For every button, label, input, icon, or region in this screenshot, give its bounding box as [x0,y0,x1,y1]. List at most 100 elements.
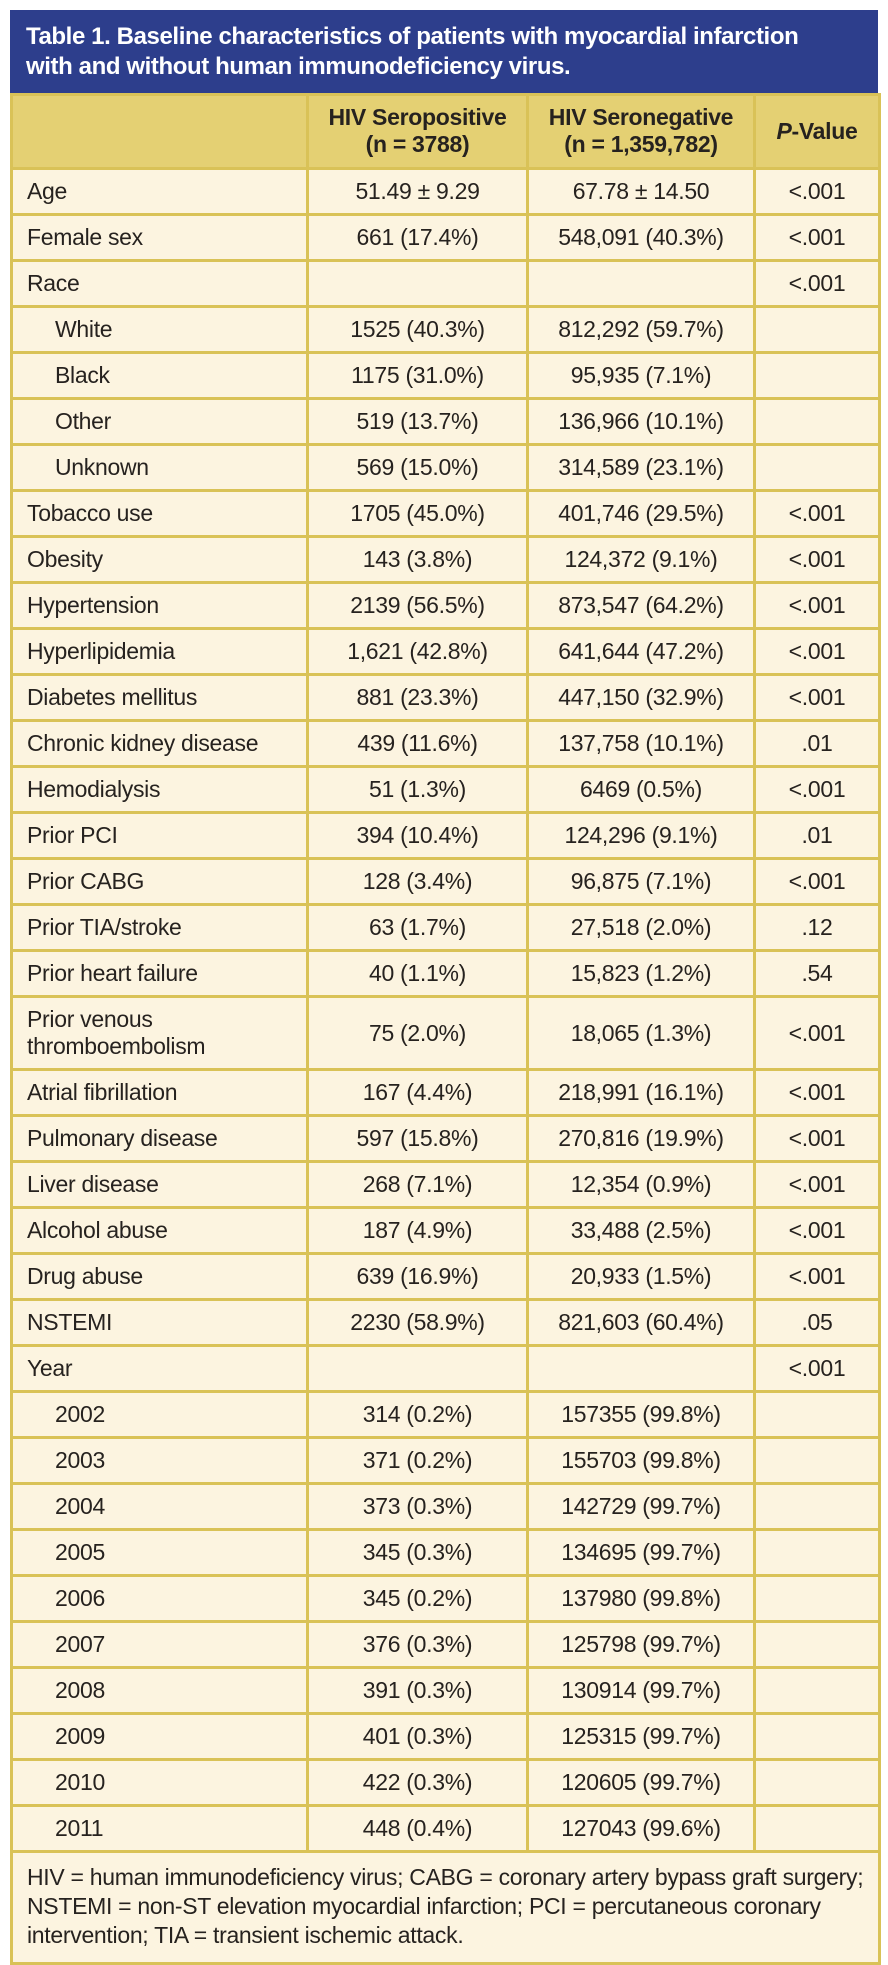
row-label: Obesity [10,535,309,584]
header-hiv-seronegative-n: (n = 1,359,782) [564,131,718,157]
seronegative-value: 18,065 (1.3%) [526,995,756,1071]
row-label: Year [10,1344,309,1393]
row-label: Alcohol abuse [10,1206,309,1255]
p-value: .54 [753,949,881,998]
table-row: Diabetes mellitus 881 (23.3%) 447,150 (32.… [10,673,881,722]
table-row: Atrial fibrillation 167 (4.4%) 218,991 (16… [10,1068,881,1117]
seropositive-value: 167 (4.4%) [306,1068,529,1117]
seronegative-value: 125315 (99.7%) [526,1712,756,1761]
row-label: NSTEMI [10,1298,309,1347]
seronegative-value: 124,372 (9.1%) [526,535,756,584]
seronegative-value: 821,603 (60.4%) [526,1298,756,1347]
seropositive-value: 40 (1.1%) [306,949,529,998]
row-label: Prior heart failure [10,949,309,998]
p-value [753,1482,881,1531]
table-row: Hypertension 2139 (56.5%) 873,547 (64.2%) <… [10,581,881,630]
table-row: 2006 345 (0.2%) 137980 (99.8%) [10,1574,881,1623]
table-title: Table 1. Baseline characteristics of pat… [10,10,878,93]
table-row: Prior heart failure 40 (1.1%) 15,823 (1.2%… [10,949,881,998]
table-row: Prior PCI 394 (10.4%) 124,296 (9.1%) .01 [10,811,881,860]
row-label: Prior CABG [10,857,309,906]
table-row: 2004 373 (0.3%) 142729 (99.7%) [10,1482,881,1531]
table-row: Alcohol abuse 187 (4.9%) 33,488 (2.5%) <.00… [10,1206,881,1255]
row-label: Hemodialysis [10,765,309,814]
seronegative-value: 130914 (99.7%) [526,1666,756,1715]
seropositive-value: 2139 (56.5%) [306,581,529,630]
seronegative-value: 6469 (0.5%) [526,765,756,814]
seropositive-value: 128 (3.4%) [306,857,529,906]
seropositive-value: 391 (0.3%) [306,1666,529,1715]
seronegative-value: 401,746 (29.5%) [526,489,756,538]
row-label: 2002 [10,1390,309,1439]
seronegative-value: 15,823 (1.2%) [526,949,756,998]
header-hiv-seropositive: HIV Seropositive (n = 3788) [306,93,529,170]
table-row: Other 519 (13.7%) 136,966 (10.1%) [10,397,881,446]
seronegative-value: 314,589 (23.1%) [526,443,756,492]
p-value: .12 [753,903,881,952]
seropositive-value: 1525 (40.3%) [306,305,529,354]
seronegative-value: 67.78 ± 14.50 [526,167,756,216]
p-value: <.001 [753,627,881,676]
seropositive-value: 597 (15.8%) [306,1114,529,1163]
row-label: Pulmonary disease [10,1114,309,1163]
seropositive-value: 373 (0.3%) [306,1482,529,1531]
seropositive-value: 63 (1.7%) [306,903,529,952]
p-value [753,1712,881,1761]
p-value: <.001 [753,1252,881,1301]
seronegative-value: 134695 (99.7%) [526,1528,756,1577]
table-row: 2007 376 (0.3%) 125798 (99.7%) [10,1620,881,1669]
table1-container: Table 1. Baseline characteristics of pat… [10,10,881,1965]
p-value: <.001 [753,535,881,584]
seronegative-value: 125798 (99.7%) [526,1620,756,1669]
p-value: <.001 [753,1114,881,1163]
seropositive-value: 371 (0.2%) [306,1436,529,1485]
table-title-line2: with and without human immunodeficiency … [26,53,571,80]
row-label: 2005 [10,1528,309,1577]
seronegative-value: 137980 (99.8%) [526,1574,756,1623]
seropositive-value: 2230 (58.9%) [306,1298,529,1347]
table-row: 2005 345 (0.3%) 134695 (99.7%) [10,1528,881,1577]
p-value [753,1666,881,1715]
baseline-characteristics-table: HIV Seropositive (n = 3788) HIV Seronega… [10,93,881,1965]
row-label: Female sex [10,213,309,262]
seronegative-value: 447,150 (32.9%) [526,673,756,722]
p-value [753,397,881,446]
seronegative-value: 27,518 (2.0%) [526,903,756,952]
p-value [753,1436,881,1485]
header-hiv-seronegative: HIV Seronegative (n = 1,359,782) [526,93,756,170]
table-row: Black 1175 (31.0%) 95,935 (7.1%) [10,351,881,400]
seropositive-value: 345 (0.2%) [306,1574,529,1623]
seronegative-value: 548,091 (40.3%) [526,213,756,262]
p-value [753,1804,881,1853]
table-row: 2002 314 (0.2%) 157355 (99.8%) [10,1390,881,1439]
table-row: Tobacco use 1705 (45.0%) 401,746 (29.5%) <.… [10,489,881,538]
seronegative-value: 33,488 (2.5%) [526,1206,756,1255]
table-row: NSTEMI 2230 (58.9%) 821,603 (60.4%) .05 [10,1298,881,1347]
row-label: 2010 [10,1758,309,1807]
row-label: 2004 [10,1482,309,1531]
seropositive-value: 187 (4.9%) [306,1206,529,1255]
row-label: 2007 [10,1620,309,1669]
table-row: Obesity 143 (3.8%) 124,372 (9.1%) <.001 [10,535,881,584]
header-p-value-italic: P [776,117,792,144]
row-label: 2003 [10,1436,309,1485]
table-row: Female sex 661 (17.4%) 548,091 (40.3%) <.00… [10,213,881,262]
seronegative-value: 218,991 (16.1%) [526,1068,756,1117]
table-header: HIV Seropositive (n = 3788) HIV Seronega… [10,93,881,170]
p-value: <.001 [753,581,881,630]
seropositive-value: 1705 (45.0%) [306,489,529,538]
seronegative-value: 142729 (99.7%) [526,1482,756,1531]
seropositive-value: 881 (23.3%) [306,673,529,722]
p-value: <.001 [753,857,881,906]
p-value [753,1758,881,1807]
table-row: 2011 448 (0.4%) 127043 (99.6%) [10,1804,881,1853]
table-row: 2009 401 (0.3%) 125315 (99.7%) [10,1712,881,1761]
header-label-column [10,93,309,170]
seronegative-value: 641,644 (47.2%) [526,627,756,676]
p-value: <.001 [753,213,881,262]
footnote: HIV = human immunodeficiency virus; CABG… [10,1850,881,1965]
header-p-value: P-Value [753,93,881,170]
table-row: Year <.001 [10,1344,881,1393]
row-label: Age [10,167,309,216]
seropositive-value [306,259,529,308]
